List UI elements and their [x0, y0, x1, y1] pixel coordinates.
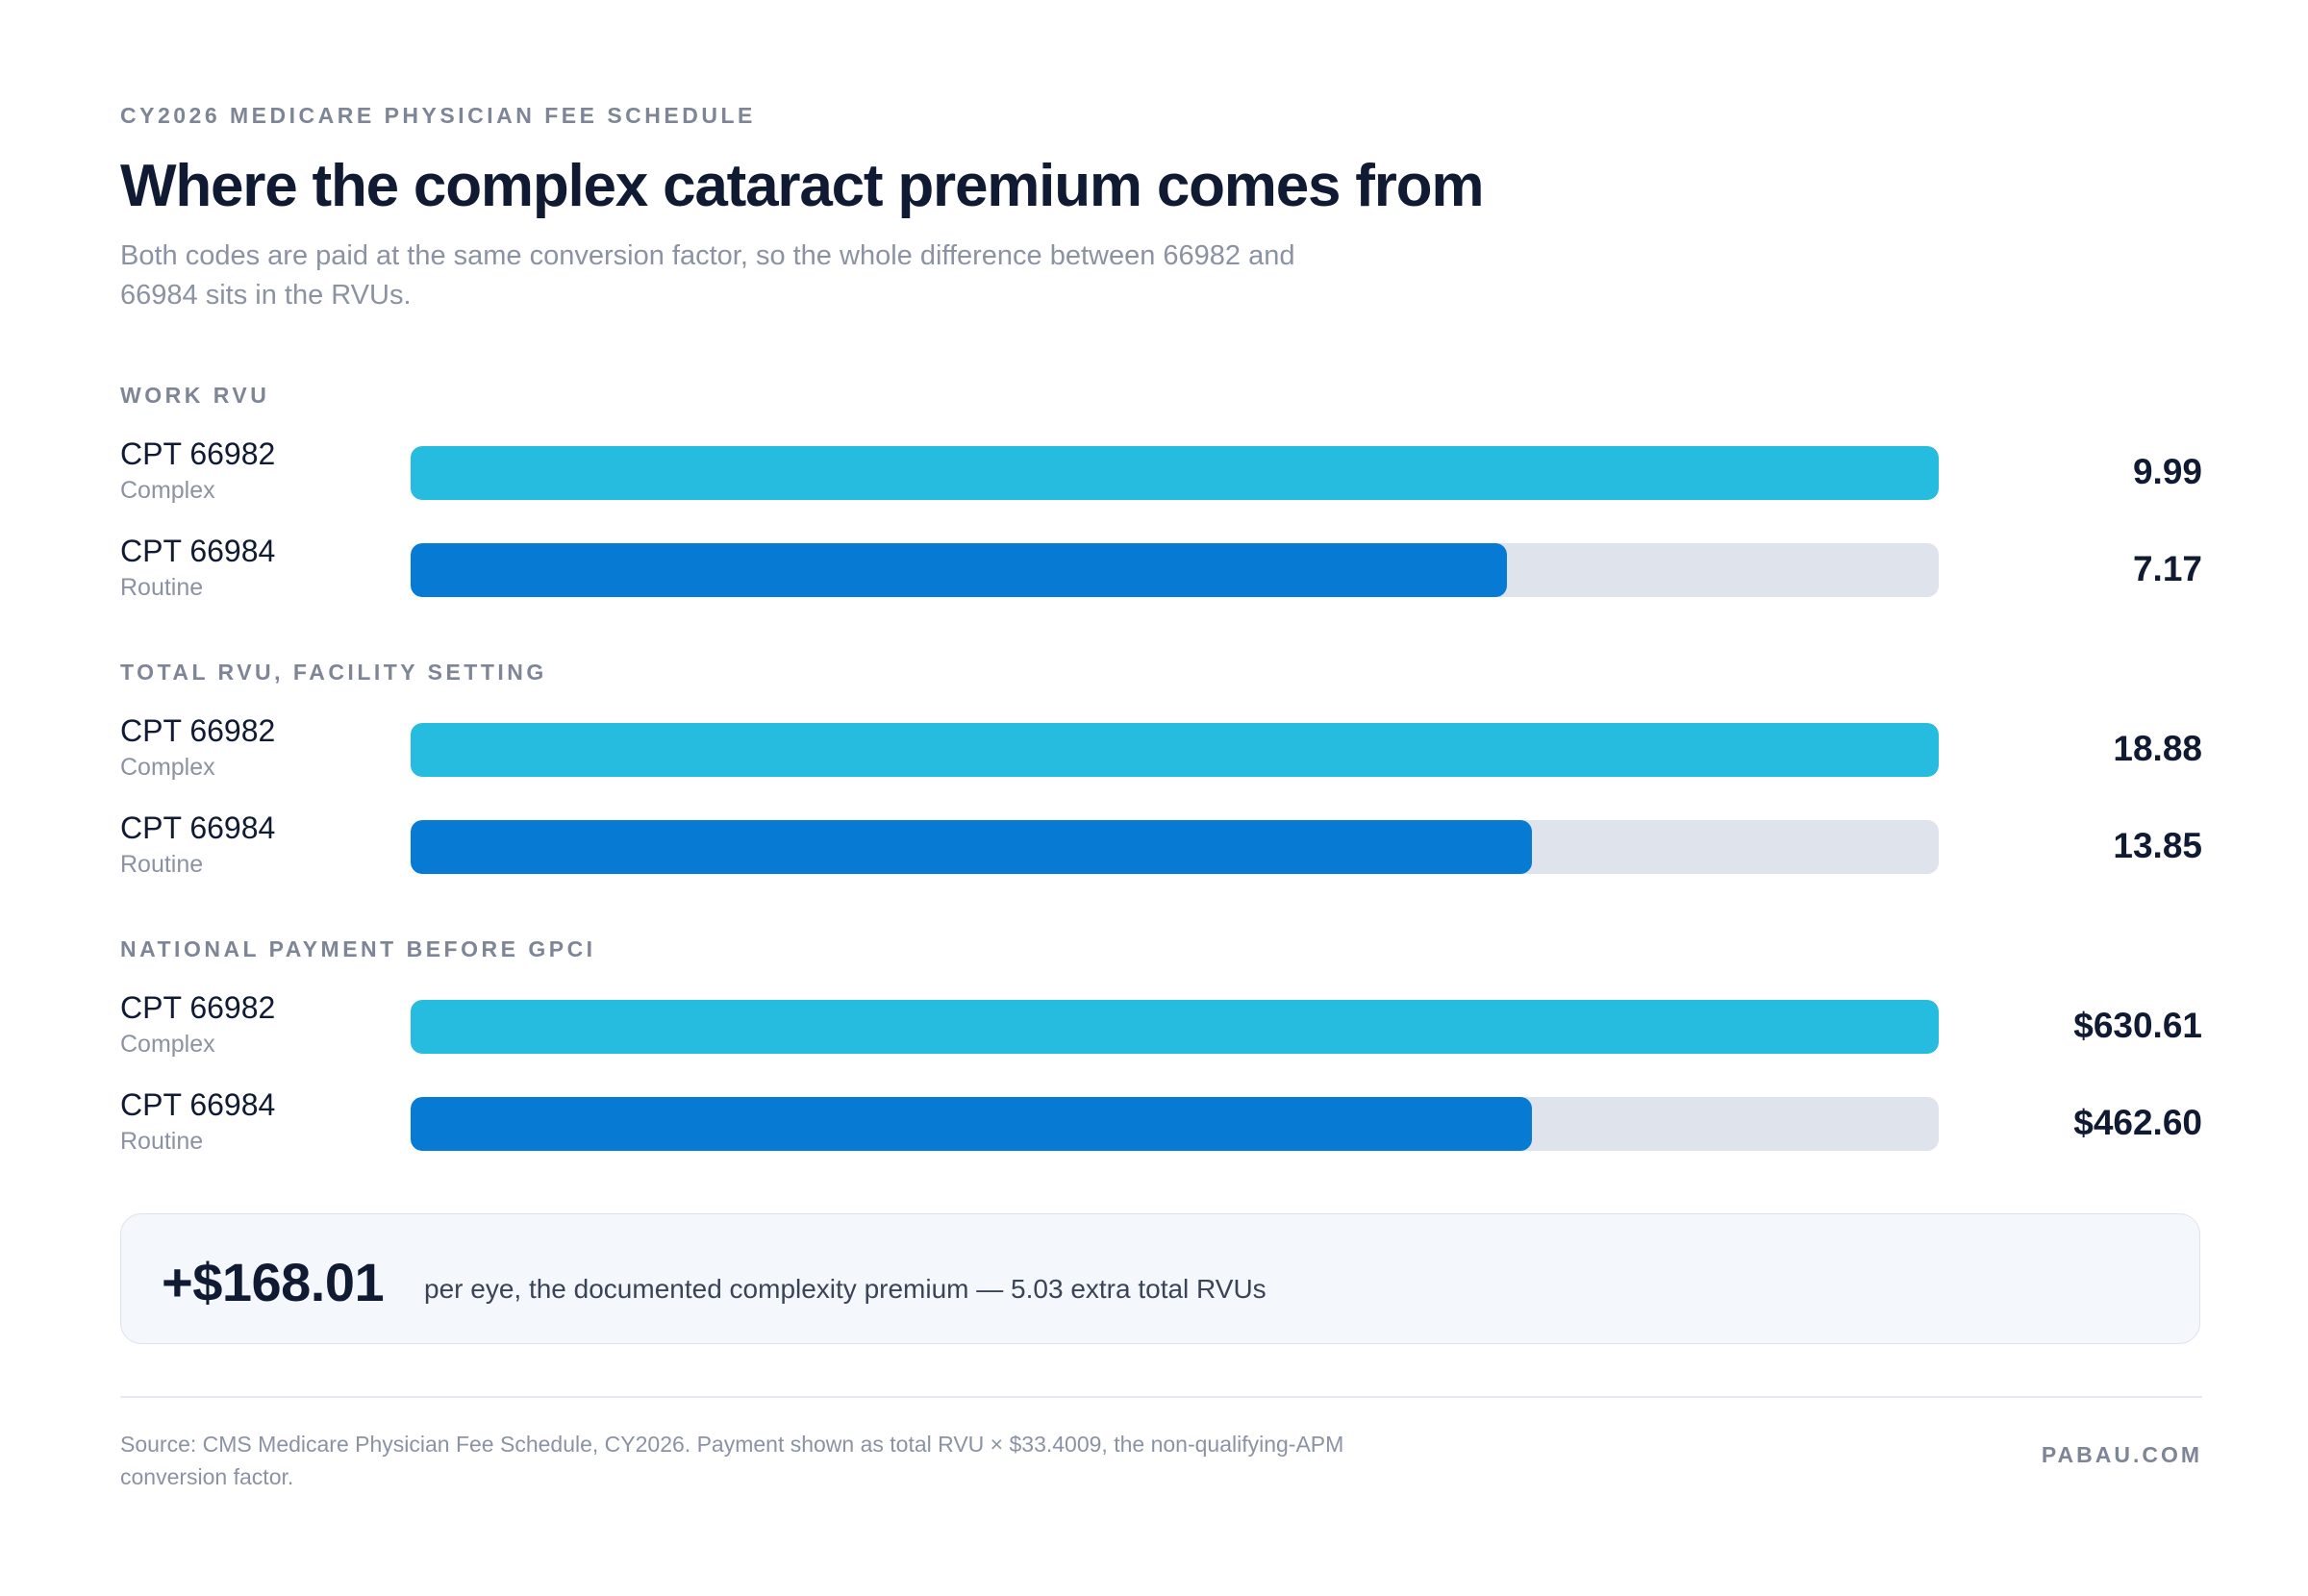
- premium-value: +$168.01: [162, 1252, 385, 1312]
- premium-callout: +$168.01 per eye, the documented complex…: [120, 1213, 2200, 1344]
- bar-fill-complex: [411, 1000, 1939, 1054]
- bar-fill-routine: [411, 820, 1532, 874]
- eyebrow: CY2026 MEDICARE PHYSICIAN FEE SCHEDULE: [120, 103, 756, 128]
- section-label: WORK RVU: [120, 383, 270, 408]
- bar-track: [411, 1097, 1939, 1151]
- bar-track: [411, 543, 1939, 597]
- bar-value-label: $462.60: [2073, 1103, 2202, 1142]
- page-title: Where the complex cataract premium comes…: [120, 153, 1484, 219]
- bar-desc-label: Routine: [120, 851, 204, 878]
- footer-divider: [120, 1396, 2202, 1398]
- infographic: CY2026 MEDICARE PHYSICIAN FEE SCHEDULE W…: [120, 0, 2202, 1596]
- bar-desc-label: Routine: [120, 1128, 204, 1155]
- bar-track: [411, 446, 1939, 500]
- bar-code-label: CPT 66984: [120, 810, 276, 845]
- bar-code-label: CPT 66982: [120, 990, 276, 1025]
- bar-value-label: 13.85: [2113, 826, 2202, 865]
- bar-track: [411, 723, 1939, 777]
- bar-value-label: 18.88: [2113, 729, 2202, 768]
- bar-desc-label: Complex: [120, 754, 215, 781]
- bar-desc-label: Complex: [120, 477, 215, 504]
- bar-value-label: 9.99: [2132, 452, 2202, 491]
- bar-track: [411, 820, 1939, 874]
- bar-row-complex: CPT 66982 Complex 18.88: [120, 713, 2202, 792]
- brand-link[interactable]: PABAU.COM: [2041, 1442, 2202, 1467]
- subtitle: Both codes are paid at the same conversi…: [120, 240, 1295, 311]
- bar-fill-complex: [411, 723, 1939, 777]
- bar-row-routine: CPT 66984 Routine 13.85: [120, 810, 2202, 889]
- bar-row-routine: CPT 66984 Routine 7.17: [120, 534, 2202, 612]
- bar-fill-routine: [411, 1097, 1532, 1151]
- bar-track: [411, 1000, 1939, 1054]
- bar-value-label: 7.17: [2132, 549, 2202, 588]
- bar-row-complex: CPT 66982 Complex 9.99: [120, 436, 2202, 515]
- bar-code-label: CPT 66984: [120, 534, 276, 568]
- section-label: NATIONAL PAYMENT BEFORE GPCI: [120, 936, 596, 961]
- bar-value-label: $630.61: [2073, 1006, 2202, 1045]
- bar-fill-complex: [411, 446, 1939, 500]
- bar-code-label: CPT 66984: [120, 1087, 276, 1122]
- source-note: Source: CMS Medicare Physician Fee Sched…: [120, 1432, 1344, 1489]
- bar-fill-routine: [411, 543, 1508, 597]
- premium-description: per eye, the documented complexity premi…: [424, 1274, 1267, 1304]
- bar-row-routine: CPT 66984 Routine $462.60: [120, 1087, 2202, 1166]
- bar-code-label: CPT 66982: [120, 713, 276, 748]
- bar-desc-label: Complex: [120, 1031, 215, 1058]
- bar-row-complex: CPT 66982 Complex $630.61: [120, 990, 2202, 1069]
- section-label: TOTAL RVU, FACILITY SETTING: [120, 660, 547, 685]
- bar-desc-label: Routine: [120, 574, 204, 601]
- bar-code-label: CPT 66982: [120, 436, 276, 471]
